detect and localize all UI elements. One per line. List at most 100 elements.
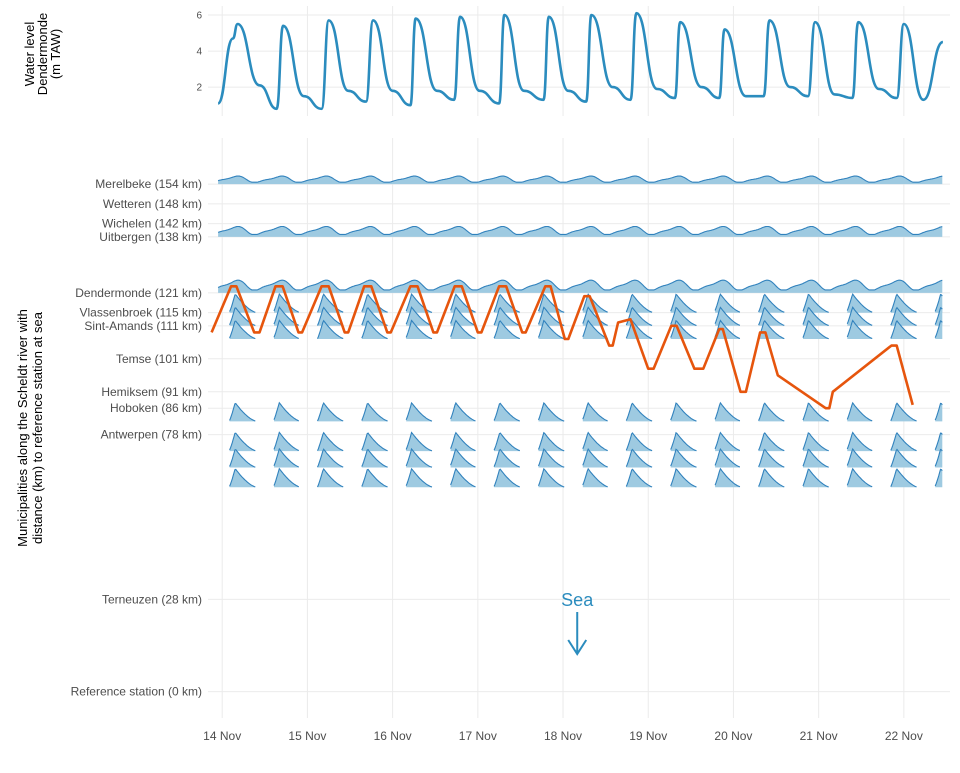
ridge-area (758, 403, 785, 422)
station-label: Vlassenbroek (115 km) (80, 306, 203, 320)
bottom-y-title-line: Municipalities along the Scheldt river w… (15, 309, 30, 547)
ridge-outline (582, 306, 608, 326)
ridge-outline (890, 293, 917, 313)
ridge-outline (714, 319, 741, 340)
ridge-area (317, 432, 344, 452)
ridge-area (890, 432, 917, 452)
ridge-outline (846, 431, 873, 452)
station-label: Temse (101 km) (116, 352, 202, 366)
ridge-outline (582, 447, 608, 468)
station-label: Hoboken (86 km) (110, 401, 202, 415)
bottom-y-ticks: Merelbeke (154 km) Wetteren (148 km) Wiche… (71, 177, 203, 699)
ridge-outline (846, 467, 873, 488)
ridge-area (317, 449, 344, 468)
ridge-outline (934, 432, 943, 451)
ridge-outline (625, 432, 653, 452)
ridge-area (626, 469, 653, 488)
top-y-title-line: (m TAW) (48, 29, 63, 79)
ridge-area (494, 321, 520, 339)
ridge-outline (802, 293, 829, 313)
ridge-outline (934, 448, 943, 467)
ridge-outline (493, 402, 520, 422)
ridge-outline (625, 320, 653, 340)
ridge-outline (846, 306, 873, 326)
ridge-outline (934, 307, 943, 325)
ridge-outline (890, 468, 917, 488)
ridge-outline (802, 402, 829, 422)
ridge-outline (670, 319, 697, 340)
top-series (216, 11, 944, 111)
ridge-area (758, 433, 785, 452)
ridge-outline (890, 319, 917, 340)
ridge-outline (714, 447, 741, 468)
ridge-outline (217, 225, 943, 235)
ridge-outline (582, 467, 608, 488)
ridge-area (317, 320, 344, 339)
ridge-outline (361, 402, 388, 422)
station-label: Antwerpen (78 km) (101, 428, 202, 442)
x-tick-label: 20 Nov (714, 729, 752, 743)
ridge-outline (316, 402, 344, 422)
track-line (210, 285, 914, 410)
ridge-outline (229, 468, 256, 488)
top-y-axis-title: Water levelDendermonde(m TAW) (22, 13, 63, 95)
ridge-area (317, 469, 344, 488)
ridge-outline (273, 401, 299, 422)
ridge-outline (316, 431, 344, 452)
ridge-area (361, 433, 388, 452)
ridge-outline (846, 401, 873, 422)
ridge-outline (316, 319, 344, 340)
ridge-area (758, 449, 785, 468)
ridge-outline (361, 293, 388, 313)
ridge-outline (714, 431, 741, 452)
ridge-outline (846, 319, 873, 340)
ridge-outline (537, 448, 565, 468)
station-label: Wetteren (148 km) (103, 197, 202, 211)
top-y-title-line: Dendermonde (35, 13, 50, 95)
ridge-outline (493, 448, 520, 468)
top-y-ticks: 2 4 6 (196, 11, 202, 94)
ridge-outline (714, 293, 741, 313)
ridge-outline (846, 292, 873, 313)
ridge-outline (405, 319, 433, 340)
station-label: Wichelen (142 km) (102, 217, 202, 231)
station-label: Dendermonde (121 km) (75, 286, 202, 300)
ridge-area (361, 469, 388, 488)
ridge-area (626, 403, 653, 422)
ridge-outline (537, 319, 565, 340)
ridge-outline (217, 175, 943, 183)
ridge-outline (450, 306, 476, 326)
bottom-y-axis-title: Municipalities along the Scheldt river w… (15, 309, 45, 547)
top-y-tick-label: 2 (196, 83, 202, 94)
ridge-outline (802, 448, 829, 468)
ridge-area (494, 433, 520, 452)
ridge-outline (934, 320, 943, 338)
ridge-outline (450, 401, 476, 422)
ridge-outline (802, 306, 829, 327)
ridge-outline (625, 293, 653, 313)
top-y-tick-label: 4 (196, 47, 202, 58)
ridge-area (229, 469, 256, 488)
ridge-area (361, 321, 388, 339)
ridge-outline (229, 448, 256, 468)
ridge-outline (625, 402, 653, 422)
ridge-outline (361, 468, 388, 488)
x-tick-label: 21 Nov (800, 729, 838, 743)
station-label: Reference station (0 km) (71, 685, 202, 699)
bottom-panel-municipalities: Merelbeke (154 km) Wetteren (148 km) Wiche… (71, 138, 950, 743)
ridge-outline (758, 293, 785, 313)
top-panel-water-level: 2 4 6 (196, 6, 950, 116)
ridge-area (218, 226, 943, 237)
bottom-x-ticks: 14 Nov 15 Nov 16 Nov 17 Nov 18 Nov 19 Nov 20 N… (203, 729, 923, 743)
station-label: Sint-Amands (111 km) (84, 319, 202, 333)
ridge-outline (934, 402, 943, 421)
x-tick-label: 22 Nov (885, 729, 923, 743)
ridge-outline (361, 320, 388, 340)
ridge-outline (714, 401, 741, 422)
ridge-outline (405, 292, 433, 313)
ridge-outline (493, 307, 520, 326)
ridge-area (218, 280, 943, 293)
ridge-outline (361, 448, 388, 468)
